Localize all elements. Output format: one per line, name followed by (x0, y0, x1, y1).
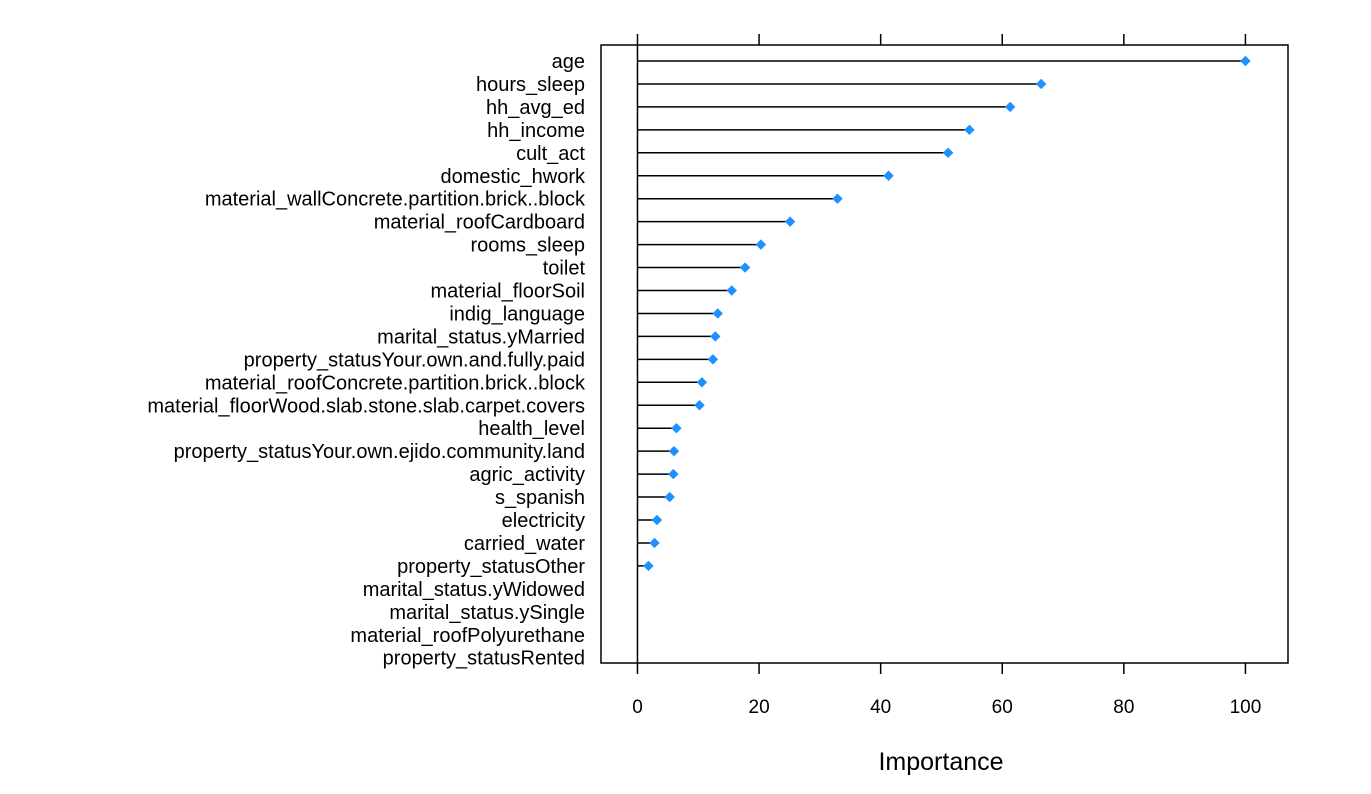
variable-label-19: s_spanish (495, 487, 585, 509)
variable-label-22: property_statusOther (397, 556, 585, 578)
x-tick-label-1: 20 (749, 697, 770, 718)
variable-label-2: hh_avg_ed (486, 97, 585, 119)
variable-label-17: property_statusYour.own.ejido.community.… (174, 441, 585, 463)
variable-label-7: material_roofCardboard (374, 212, 585, 234)
data-point-5 (883, 170, 894, 181)
point-layer (643, 55, 1251, 572)
tick-layer (636, 34, 1247, 674)
data-point-11 (712, 308, 723, 319)
data-point-17 (668, 445, 680, 457)
data-point-12 (710, 331, 721, 342)
variable-label-20: electricity (502, 510, 585, 532)
variable-label-1: hours_sleep (476, 74, 585, 96)
data-point-22 (643, 560, 654, 572)
tick-label-layer: 0 20 40 60 80 100 (632, 697, 1261, 718)
data-point-9 (739, 262, 751, 273)
variable-label-21: carried_water (464, 533, 586, 555)
variable-label-24: marital_status.ySingle (389, 602, 585, 624)
data-point-21 (649, 537, 660, 549)
data-point-19 (664, 491, 675, 503)
variable-label-23: marital_status.yWidowed (363, 579, 585, 601)
variable-label-14: material_roofConcrete.partition.brick..b… (205, 372, 586, 394)
data-point-0 (1240, 55, 1251, 67)
data-point-4 (942, 147, 954, 158)
data-point-3 (964, 124, 975, 136)
variable-label-12: marital_status.yMarried (377, 326, 585, 348)
data-point-6 (832, 193, 843, 204)
x-axis-title: Importance (878, 748, 1003, 776)
variable-label-3: hh_income (487, 120, 585, 142)
variable-label-15: material_floorWood.slab.stone.slab.carpe… (147, 395, 585, 417)
data-point-15 (694, 400, 705, 411)
x-tick-label-5: 100 (1230, 697, 1262, 718)
variable-label-6: material_wallConcrete.partition.brick..b… (205, 189, 586, 211)
variable-label-4: cult_act (516, 143, 585, 165)
data-point-7 (784, 216, 796, 227)
data-point-1 (1035, 78, 1047, 90)
variable-label-11: indig_language (449, 303, 585, 325)
data-point-2 (1004, 101, 1016, 113)
variable-label-10: material_floorSoil (430, 281, 585, 303)
data-point-8 (755, 239, 767, 250)
variable-label-26: property_statusRented (383, 648, 585, 670)
variable-label-5: domestic_hwork (440, 166, 586, 188)
variable-label-13: property_statusYour.own.and.fully.paid (244, 349, 585, 371)
variable-label-9: toilet (543, 258, 586, 280)
x-tick-label-0: 0 (632, 697, 643, 718)
x-tick-label-2: 40 (870, 697, 891, 718)
data-point-20 (651, 514, 663, 526)
data-point-18 (668, 468, 679, 480)
x-tick-label-4: 80 (1113, 697, 1134, 718)
data-point-14 (696, 377, 708, 388)
data-point-10 (726, 285, 737, 296)
stem-layer (637, 60, 1246, 567)
variable-label-25: material_roofPolyurethane (350, 625, 585, 647)
variable-label-layer: agehours_sleephh_avg_edhh_incomecult_act… (147, 51, 586, 670)
variable-label-0: age (552, 51, 585, 73)
data-point-16 (671, 423, 682, 434)
plot-frame (600, 44, 1289, 664)
variable-label-18: agric_activity (469, 464, 585, 486)
data-point-13 (707, 354, 719, 365)
x-tick-label-3: 60 (992, 697, 1013, 718)
variable-label-16: health_level (478, 418, 585, 440)
variable-label-8: rooms_sleep (470, 235, 585, 257)
